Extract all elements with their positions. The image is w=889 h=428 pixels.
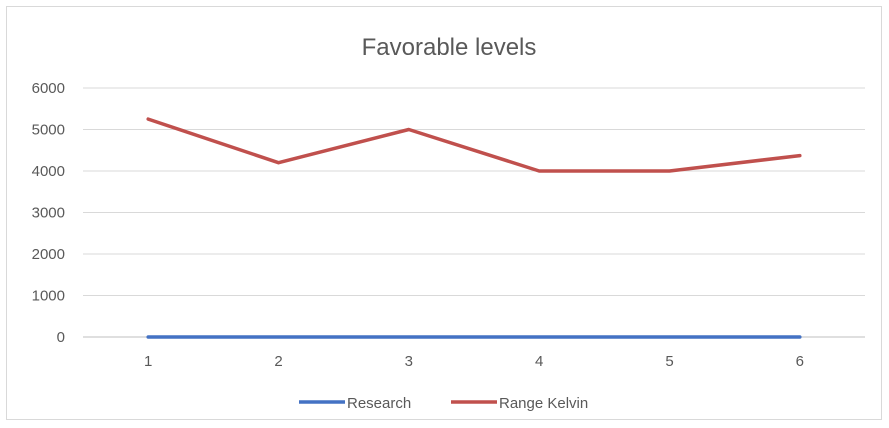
data-point — [146, 117, 150, 121]
x-tick-label: 5 — [665, 353, 673, 370]
data-point — [407, 335, 411, 339]
data-point — [798, 154, 802, 158]
chart-title: Favorable levels — [362, 34, 537, 61]
x-tick-label: 4 — [535, 353, 543, 370]
series-line-1 — [146, 117, 802, 173]
x-axis-ticks: 1 2 3 4 5 6 — [144, 353, 804, 370]
legend-label: Range Kelvin — [499, 395, 588, 412]
y-tick-label: 6000 — [32, 80, 65, 97]
y-tick-label: 1000 — [32, 288, 65, 305]
x-tick-label: 1 — [144, 353, 152, 370]
x-tick-label: 2 — [274, 353, 282, 370]
y-tick-label: 4000 — [32, 163, 65, 180]
data-point — [146, 335, 150, 339]
legend-label: Research — [347, 395, 411, 412]
data-point — [798, 335, 802, 339]
data-point — [277, 335, 280, 339]
series-lines — [146, 117, 802, 339]
y-tick-label: 5000 — [32, 122, 65, 139]
data-point — [277, 161, 280, 165]
data-point — [668, 169, 671, 173]
data-point — [537, 169, 541, 173]
y-tick-label: 3000 — [32, 205, 65, 222]
x-tick-label: 6 — [796, 353, 804, 370]
y-axis-ticks: 0 1000 2000 3000 4000 5000 6000 — [32, 80, 65, 346]
y-tick-label: 2000 — [32, 246, 65, 263]
gridlines — [83, 87, 865, 338]
data-point — [537, 335, 541, 339]
data-point — [668, 335, 671, 339]
legend: Research Range Kelvin — [299, 395, 588, 412]
x-tick-label: 3 — [405, 353, 413, 370]
data-point — [407, 128, 411, 131]
y-tick-label: 0 — [57, 329, 65, 346]
